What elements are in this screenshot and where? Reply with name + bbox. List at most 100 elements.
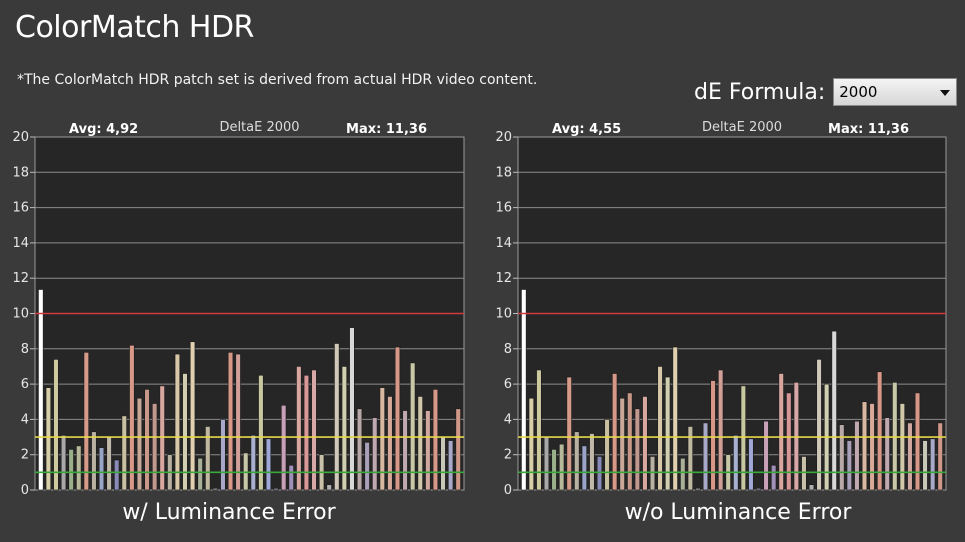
chart-title: DeltaE 2000 bbox=[219, 120, 299, 135]
bar bbox=[733, 434, 739, 491]
bar bbox=[432, 389, 439, 491]
bar bbox=[76, 445, 82, 491]
bar bbox=[551, 449, 557, 491]
bar bbox=[60, 434, 67, 491]
y-tick-label: 4 bbox=[21, 412, 29, 427]
de-formula-control: dE Formula: 2000 bbox=[694, 78, 958, 106]
bar bbox=[288, 464, 294, 491]
bar bbox=[227, 352, 234, 491]
y-tick-label: 0 bbox=[21, 483, 29, 498]
bar bbox=[642, 396, 648, 491]
bar bbox=[212, 487, 219, 491]
bar bbox=[543, 436, 550, 491]
bar bbox=[680, 457, 686, 491]
bar bbox=[869, 403, 875, 491]
bar bbox=[619, 397, 625, 491]
bar bbox=[793, 382, 800, 491]
bar bbox=[349, 327, 355, 491]
bar bbox=[664, 376, 671, 491]
bar bbox=[816, 359, 822, 491]
bar bbox=[303, 374, 310, 491]
y-tick-label: 6 bbox=[504, 377, 512, 392]
bar bbox=[114, 459, 120, 491]
bar bbox=[899, 403, 906, 491]
bar bbox=[220, 419, 226, 491]
y-tick-label: 14 bbox=[495, 236, 512, 251]
bar bbox=[740, 385, 747, 491]
bar bbox=[280, 404, 287, 491]
bar bbox=[372, 417, 378, 491]
y-tick-label: 18 bbox=[12, 165, 29, 180]
bar bbox=[273, 487, 279, 491]
bar bbox=[91, 431, 97, 491]
bar bbox=[425, 410, 431, 491]
bar bbox=[402, 410, 408, 491]
bar bbox=[326, 484, 332, 491]
y-tick-label: 10 bbox=[12, 307, 29, 322]
bar bbox=[341, 366, 348, 491]
bar bbox=[455, 408, 461, 491]
bar bbox=[929, 438, 936, 491]
bar bbox=[356, 408, 363, 491]
bar bbox=[922, 440, 928, 491]
bar bbox=[627, 392, 633, 491]
y-tick-label: 20 bbox=[12, 130, 29, 145]
de-formula-select[interactable]: 2000 bbox=[833, 78, 958, 106]
bar bbox=[410, 362, 416, 491]
bar bbox=[394, 346, 401, 491]
bar bbox=[907, 422, 913, 491]
avg-label: Avg: 4,55 bbox=[552, 122, 621, 137]
y-tick-label: 12 bbox=[12, 271, 29, 286]
chevron-down-icon bbox=[940, 90, 951, 96]
page-title: ColorMatch HDR bbox=[15, 10, 254, 45]
bar bbox=[914, 392, 921, 491]
bar bbox=[182, 373, 188, 491]
bar bbox=[861, 401, 868, 491]
bar bbox=[687, 426, 694, 491]
bar bbox=[258, 374, 264, 491]
bar bbox=[144, 389, 150, 491]
bar bbox=[68, 449, 74, 491]
y-tick-label: 18 bbox=[495, 165, 512, 180]
bar bbox=[778, 373, 784, 491]
y-tick-label: 20 bbox=[495, 130, 512, 145]
y-tick-label: 8 bbox=[504, 342, 512, 357]
bar bbox=[387, 396, 393, 491]
bar bbox=[672, 346, 678, 491]
y-tick-label: 2 bbox=[21, 448, 29, 463]
bar bbox=[755, 487, 762, 491]
bar bbox=[558, 443, 565, 491]
bar bbox=[892, 382, 898, 491]
bar bbox=[884, 417, 890, 491]
bar bbox=[296, 366, 302, 491]
bar bbox=[440, 436, 446, 491]
bar bbox=[604, 419, 610, 491]
chart-title: DeltaE 2000 bbox=[702, 120, 782, 135]
bar bbox=[589, 433, 595, 491]
bar bbox=[695, 487, 701, 491]
bar bbox=[710, 380, 716, 491]
bar bbox=[657, 366, 663, 491]
bar bbox=[536, 369, 542, 491]
bar bbox=[801, 456, 807, 491]
bar bbox=[566, 376, 572, 491]
bar bbox=[136, 397, 143, 491]
bar bbox=[417, 396, 423, 491]
bar bbox=[189, 341, 196, 491]
max-label: Max: 11,36 bbox=[346, 122, 427, 137]
chart-caption-left: w/ Luminance Error bbox=[122, 500, 336, 525]
bar bbox=[786, 392, 792, 491]
bar bbox=[265, 438, 272, 491]
bar bbox=[831, 330, 837, 491]
bar bbox=[379, 387, 385, 491]
y-tick-label: 12 bbox=[495, 271, 512, 286]
bar bbox=[854, 420, 860, 491]
subtitle: *The ColorMatch HDR patch set is derived… bbox=[17, 72, 538, 88]
bar bbox=[748, 438, 754, 491]
bar bbox=[243, 452, 249, 491]
bar bbox=[574, 431, 580, 491]
bar bbox=[581, 445, 588, 491]
bar bbox=[717, 369, 724, 491]
y-tick-label: 14 bbox=[12, 236, 29, 251]
bar bbox=[98, 447, 105, 491]
